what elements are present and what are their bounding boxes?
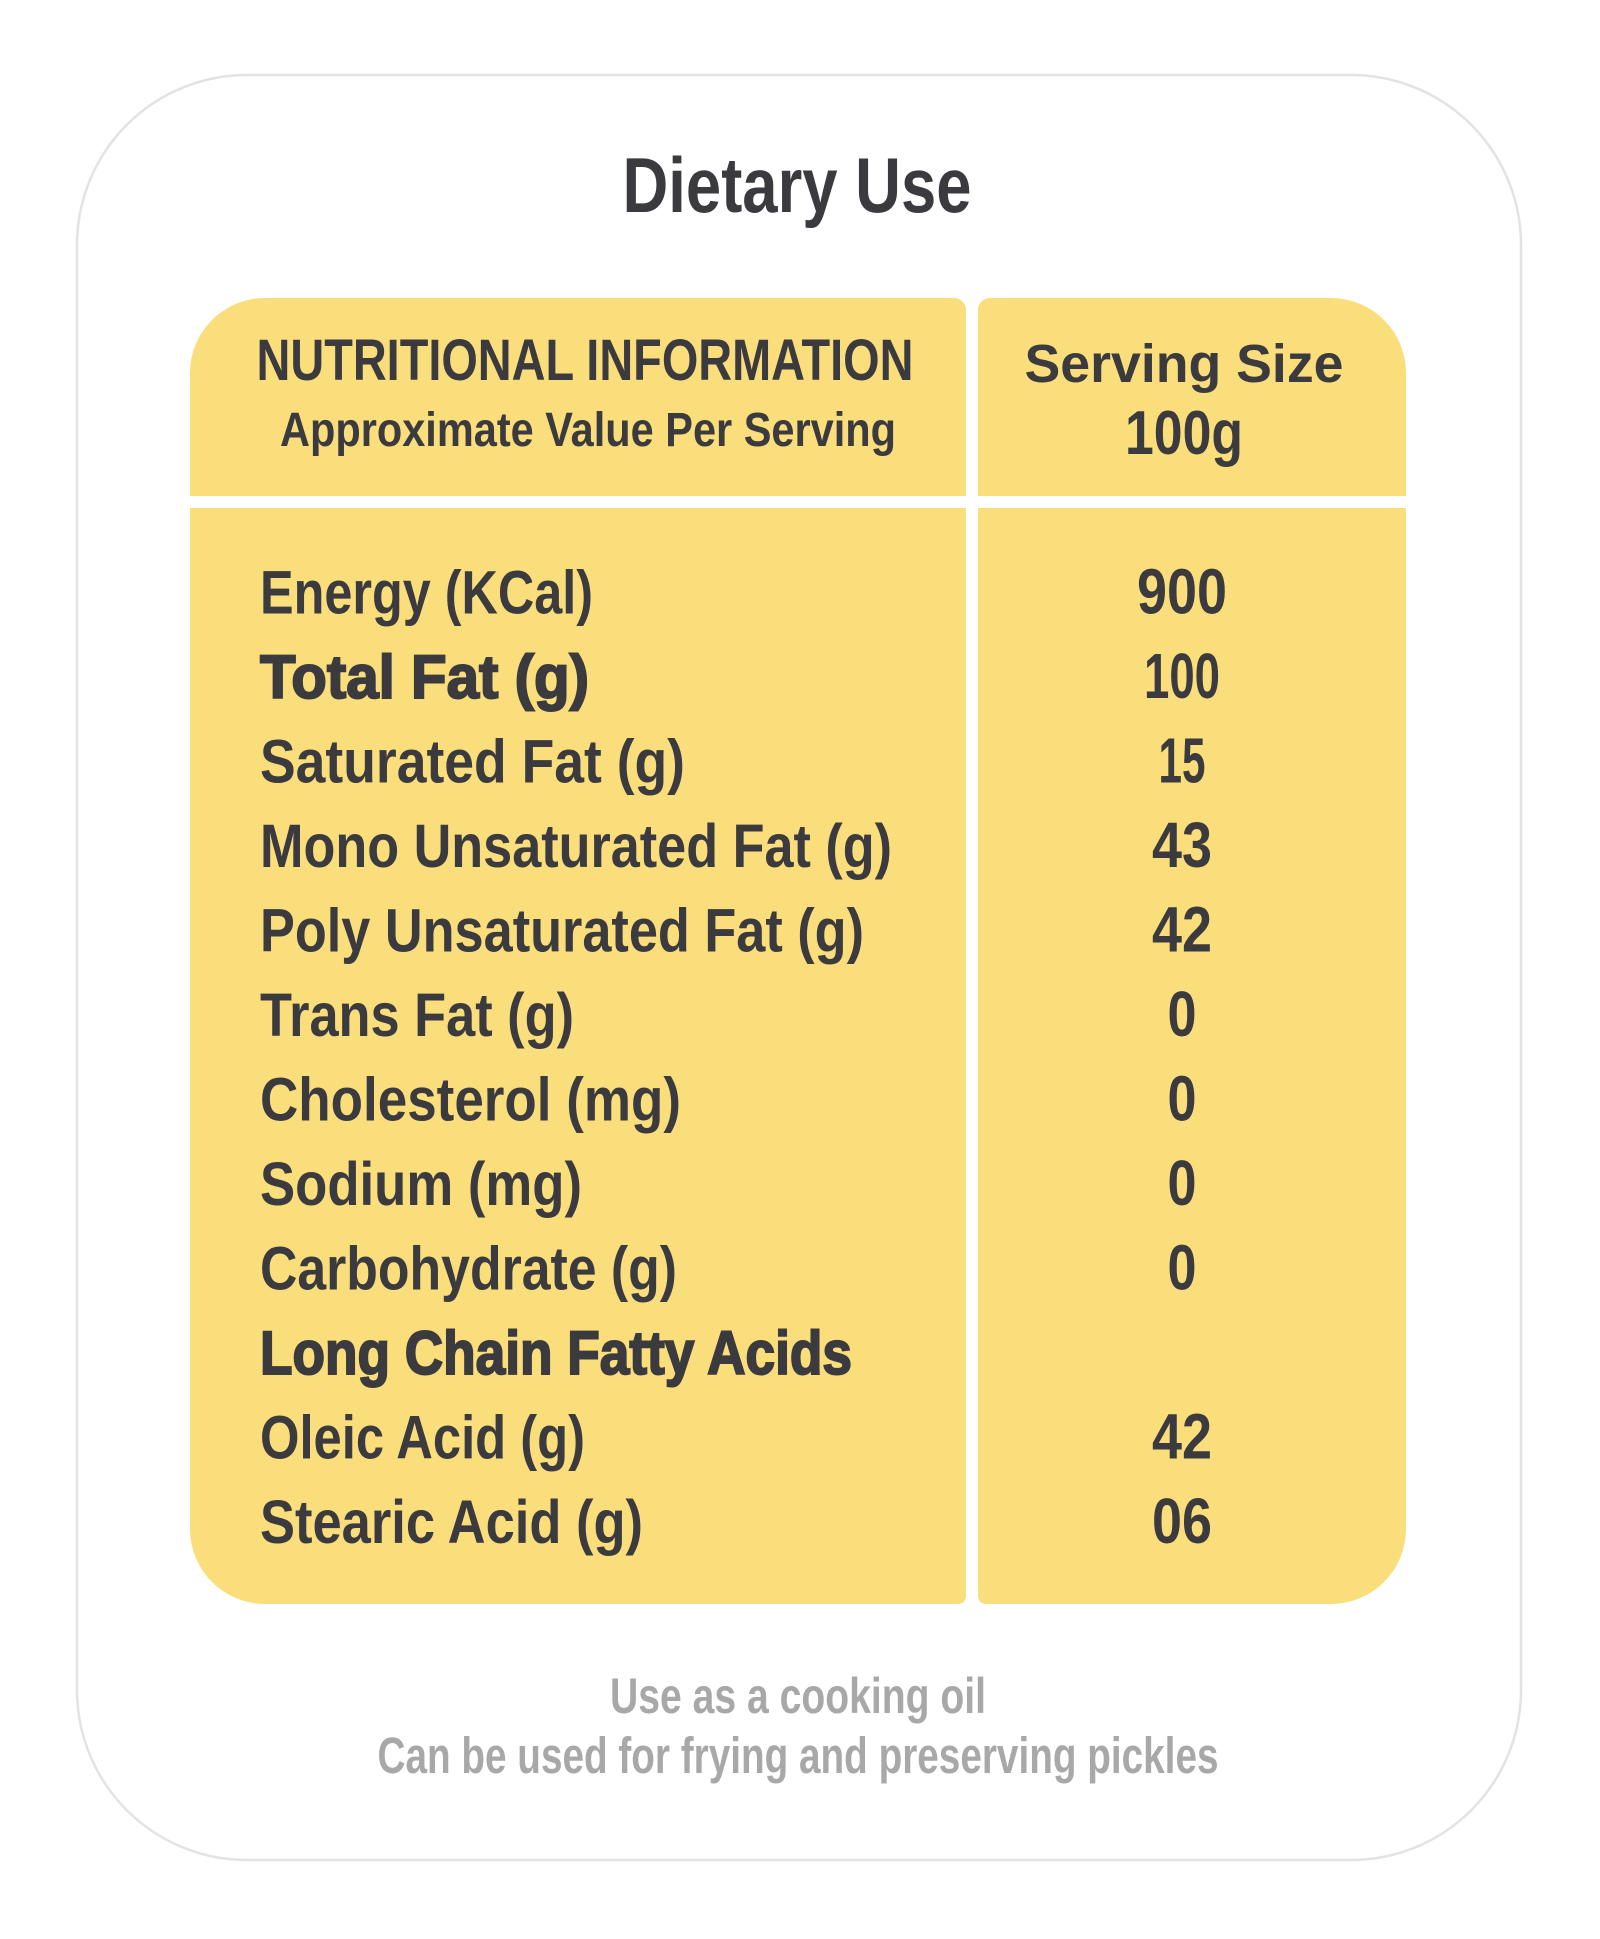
svg-text:0: 0 bbox=[1168, 978, 1197, 1050]
svg-text:15: 15 bbox=[1159, 725, 1206, 797]
svg-text:42: 42 bbox=[1152, 1401, 1212, 1473]
svg-text:NUTRITIONAL INFORMATION: NUTRITIONAL INFORMATION bbox=[257, 328, 914, 393]
svg-text:Approximate Value Per Serving: Approximate Value Per Serving bbox=[280, 404, 896, 457]
svg-text:Cholesterol (mg): Cholesterol (mg) bbox=[260, 1066, 681, 1134]
svg-text:0: 0 bbox=[1168, 1063, 1197, 1135]
svg-text:Use as a cooking oil: Use as a cooking oil bbox=[610, 1668, 986, 1724]
svg-text:Can be used for frying and pre: Can be used for frying and preserving pi… bbox=[378, 1727, 1219, 1784]
svg-text:Total Fat (g): Total Fat (g) bbox=[260, 643, 589, 711]
svg-text:Carbohydrate (g): Carbohydrate (g) bbox=[260, 1235, 677, 1303]
svg-text:Energy (KCal): Energy (KCal) bbox=[260, 559, 593, 627]
svg-text:Trans Fat (g): Trans Fat (g) bbox=[260, 981, 574, 1049]
svg-text:Long Chain Fatty Acids: Long Chain Fatty Acids bbox=[260, 1319, 852, 1387]
svg-text:0: 0 bbox=[1168, 1232, 1197, 1304]
svg-text:Dietary Use: Dietary Use bbox=[623, 141, 972, 229]
svg-text:Oleic Acid (g): Oleic Acid (g) bbox=[260, 1404, 585, 1472]
svg-text:Sodium (mg): Sodium (mg) bbox=[260, 1150, 582, 1218]
svg-text:43: 43 bbox=[1152, 809, 1212, 881]
svg-text:Saturated Fat (g): Saturated Fat (g) bbox=[260, 728, 685, 796]
svg-text:100g: 100g bbox=[1125, 399, 1243, 468]
svg-text:100: 100 bbox=[1144, 640, 1220, 712]
svg-text:06: 06 bbox=[1152, 1485, 1212, 1557]
svg-text:0: 0 bbox=[1168, 1147, 1197, 1219]
svg-text:900: 900 bbox=[1137, 556, 1227, 628]
svg-text:Serving Size: Serving Size bbox=[1025, 334, 1344, 394]
svg-text:Mono Unsaturated Fat (g): Mono Unsaturated Fat (g) bbox=[260, 812, 892, 880]
svg-text:Poly Unsaturated Fat (g): Poly Unsaturated Fat (g) bbox=[260, 897, 864, 965]
svg-text:42: 42 bbox=[1152, 894, 1212, 966]
svg-text:Stearic Acid (g): Stearic Acid (g) bbox=[260, 1488, 643, 1556]
